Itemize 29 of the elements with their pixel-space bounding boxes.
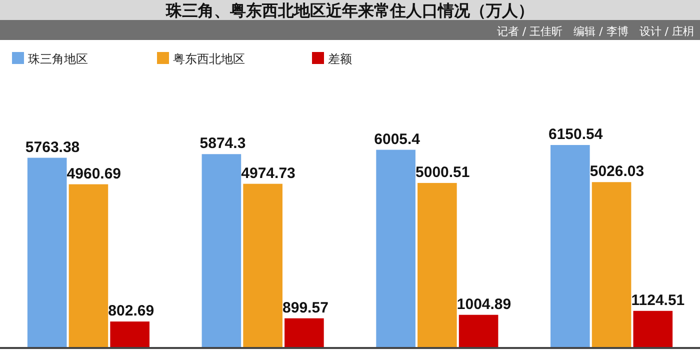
- data-label: 802.69: [108, 302, 154, 320]
- data-label: 4974.73: [241, 164, 296, 182]
- data-label: 6005.4: [374, 130, 421, 148]
- bar: [418, 182, 457, 348]
- data-label: 899.57: [282, 299, 328, 316]
- bar: [458, 314, 498, 348]
- text: 记者 / 王佳昕 编辑 / 李博 设计 / 庄枂: [496, 25, 694, 38]
- legend-label: 粤东西北地区: [173, 52, 245, 66]
- chart-title: 珠三角、粤东西北地区近年来常住人口情况（万人）: [165, 1, 534, 20]
- data-label: 5763.38: [25, 138, 80, 156]
- bar: [633, 310, 673, 348]
- data-label: 5874.3: [200, 135, 246, 152]
- legend-label: 差额: [328, 52, 352, 66]
- bar: [243, 184, 282, 348]
- data-label: 1004.89: [456, 296, 512, 313]
- data-label: 5000.51: [416, 164, 470, 181]
- bar: [27, 158, 67, 348]
- data-label: 4960.69: [66, 165, 122, 182]
- bar: [202, 154, 242, 348]
- bar: [110, 322, 150, 348]
- legend-label: 珠三角地区: [28, 52, 88, 66]
- bar: [550, 145, 590, 348]
- data-label: 5026.03: [590, 163, 644, 180]
- bar: [68, 184, 108, 348]
- data-label: 6150.54: [548, 126, 604, 143]
- data-label: 1124.51: [631, 292, 685, 309]
- bar: [284, 318, 324, 348]
- bar: [376, 150, 416, 348]
- bar: [592, 182, 632, 348]
